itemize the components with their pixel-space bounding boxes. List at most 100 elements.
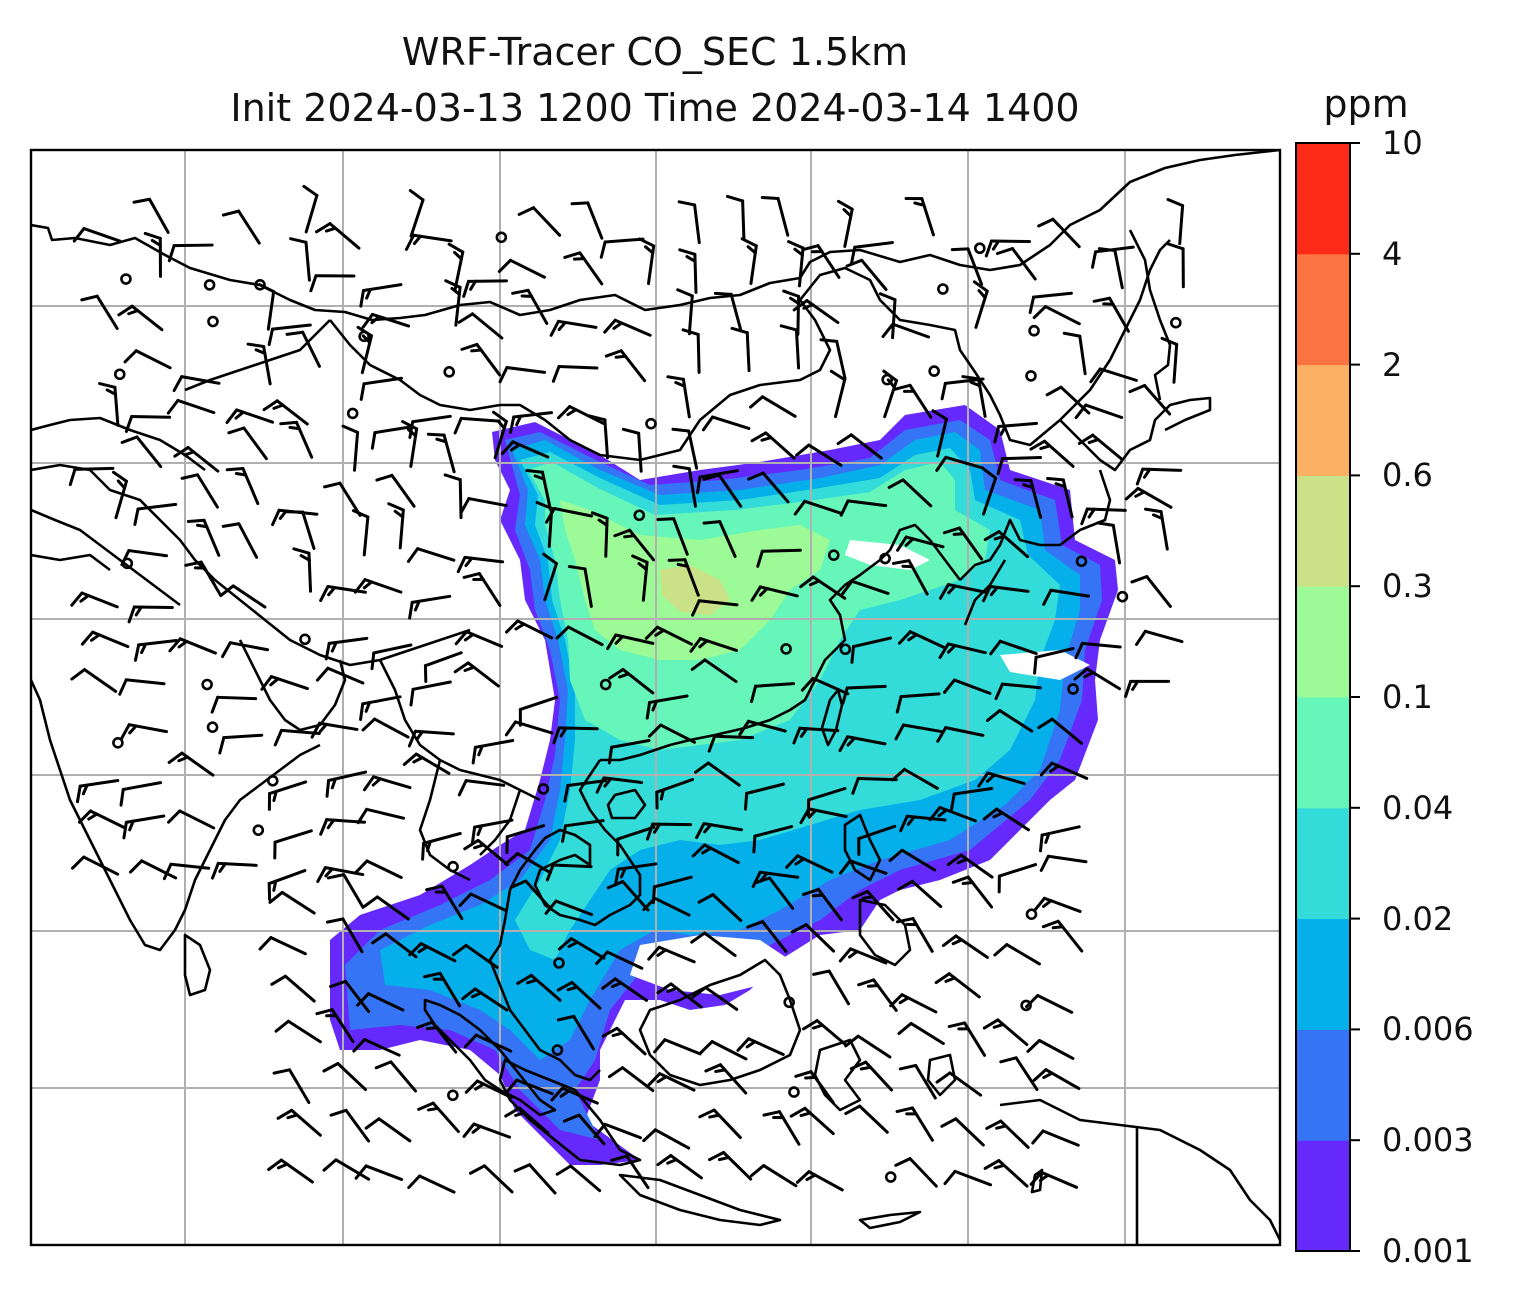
- wind-barb: [221, 522, 259, 559]
- wind-barb: [647, 945, 696, 964]
- border: [31, 553, 111, 572]
- wind-barb: [354, 859, 403, 879]
- wind-barb: [753, 876, 795, 910]
- wind-barb: [896, 535, 945, 552]
- colorbar-swatch: [1296, 807, 1350, 920]
- coastline: [1128, 229, 1172, 401]
- colorbar-swatch: [1296, 143, 1350, 255]
- wind-barb: [676, 288, 694, 336]
- wind-barb: [556, 980, 602, 1010]
- wind-barb: [604, 349, 647, 383]
- wind-barb: [701, 415, 751, 432]
- wind-barb: [943, 1169, 993, 1187]
- map-title: WRF-Tracer CO_SEC 1.5km: [401, 30, 909, 74]
- wind-barb: [889, 993, 938, 1014]
- border: [798, 239, 1171, 447]
- wind-barb: [845, 258, 888, 292]
- wind-barb: [500, 440, 550, 459]
- wind-barb: [795, 443, 843, 467]
- wind-barb: [319, 585, 367, 603]
- tracer-hole: [1000, 650, 1090, 680]
- colorbar-tick-label: 0.6: [1382, 456, 1433, 495]
- wind-barb: [588, 414, 610, 460]
- wind-barb: [511, 288, 549, 325]
- wind-barb: [80, 294, 119, 331]
- wind-barb: [839, 499, 888, 517]
- wind-barb: [829, 369, 847, 419]
- wind-barb: [359, 376, 404, 401]
- wind-barb: [374, 1060, 417, 1093]
- wind-barb: [556, 1014, 595, 1051]
- wind-barb: [655, 777, 695, 810]
- wind-barb: [549, 319, 598, 337]
- wind-barb: [471, 738, 515, 765]
- wind-barb: [891, 559, 929, 596]
- wind-barb: [567, 564, 593, 608]
- wind-barb: [693, 761, 741, 787]
- colorbar-tick-label: 0.001: [1382, 1232, 1474, 1270]
- wind-barb: [302, 184, 319, 234]
- wind-barb: [167, 243, 214, 263]
- wind-barb: [274, 1019, 322, 1044]
- wind-barb: [123, 349, 172, 370]
- wind-barb: [792, 726, 840, 745]
- colorbar-swatch: [1296, 364, 1350, 476]
- wind-barb: [361, 717, 410, 739]
- wind-barb: [316, 866, 365, 884]
- wind-barb: [782, 289, 801, 336]
- wind-barb: [505, 824, 546, 855]
- calm-wind-marker: [974, 242, 986, 255]
- colorbar-unit-label: ppm: [1323, 82, 1409, 126]
- wind-barb: [653, 1038, 702, 1056]
- wind-barb: [606, 633, 655, 651]
- wind-barb: [836, 433, 883, 460]
- wind-barb: [899, 814, 947, 833]
- wind-barb: [504, 720, 554, 737]
- wind-barb: [691, 843, 740, 864]
- wind-barb: [562, 1113, 606, 1146]
- tracer-hole: [630, 935, 790, 995]
- calm-wind-marker: [937, 283, 949, 295]
- wind-barb: [647, 1072, 696, 1092]
- border: [328, 299, 832, 462]
- wind-barb: [497, 258, 546, 279]
- wind-barb: [1135, 629, 1184, 646]
- wind-barb: [1160, 336, 1179, 384]
- wind-barb: [698, 1108, 742, 1140]
- colorbar-tick-label: 10: [1382, 124, 1423, 162]
- wind-barb: [750, 585, 799, 602]
- wind-barb: [535, 500, 554, 548]
- wind-barb: [545, 863, 593, 882]
- wind-barb: [451, 943, 499, 969]
- wind-barb: [730, 326, 751, 373]
- wind-barb: [935, 1071, 983, 1097]
- wind-barb: [315, 1008, 355, 1044]
- wind-barb: [505, 619, 554, 640]
- wind-barb: [276, 1108, 322, 1137]
- wind-barb: [70, 591, 119, 609]
- wind-barb: [725, 194, 746, 241]
- wind-barb: [800, 676, 850, 696]
- colorbar-swatch: [1296, 475, 1350, 587]
- wind-barb: [351, 509, 370, 557]
- wind-barb: [897, 879, 943, 908]
- wind-barb: [857, 978, 898, 1012]
- wind-barb: [550, 1086, 599, 1105]
- wind-barb: [656, 1154, 703, 1180]
- wind-barb: [851, 776, 898, 795]
- wind-barb: [453, 416, 501, 435]
- wind-barb: [993, 943, 1041, 966]
- calm-wind-marker: [113, 368, 126, 381]
- calm-wind-marker: [1170, 316, 1182, 329]
- wind-barb: [951, 875, 994, 909]
- wind-barb: [117, 304, 164, 332]
- calm-wind-marker: [299, 633, 311, 646]
- wind-barb: [897, 630, 947, 650]
- wind-barb: [795, 1170, 844, 1192]
- wind-barb: [221, 641, 270, 659]
- wind-barb: [997, 863, 1038, 894]
- wind-barb: [426, 432, 456, 474]
- wind-barb: [356, 807, 406, 825]
- wind-barb: [363, 895, 410, 921]
